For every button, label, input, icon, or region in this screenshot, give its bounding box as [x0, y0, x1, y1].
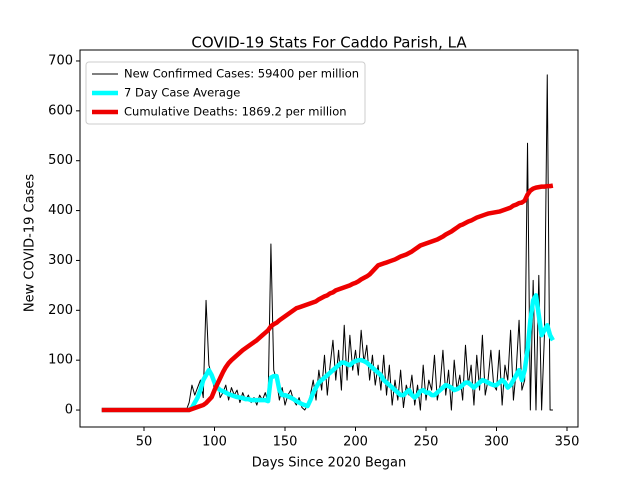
y-tick-label: 500 [48, 153, 73, 168]
y-tick-label: 600 [48, 103, 73, 118]
x-tick-label: 250 [414, 435, 439, 450]
y-tick-label: 300 [48, 253, 73, 268]
y-tick-label: 0 [65, 403, 73, 418]
x-tick-label: 200 [343, 435, 368, 450]
chart-title: COVID-19 Stats For Caddo Parish, LA [191, 34, 467, 52]
legend-label: Cumulative Deaths: 1869.2 per million [124, 105, 347, 119]
y-axis-label: New COVID-19 Cases [23, 174, 38, 312]
y-tick-label: 100 [48, 353, 73, 368]
y-tick-label: 200 [48, 303, 73, 318]
legend-label: New Confirmed Cases: 59400 per million [124, 67, 359, 81]
plot-frame [79, 49, 579, 428]
x-tick-label: 350 [555, 435, 580, 450]
y-tick-label: 700 [48, 53, 73, 68]
data-line [101, 183, 554, 413]
legend-label: 7 Day Case Average [124, 86, 240, 100]
x-tick-label: 50 [136, 435, 153, 450]
data-line [101, 74, 553, 411]
x-axis-label: Days Since 2020 Began [252, 456, 407, 471]
x-tick-label: 300 [484, 435, 509, 450]
data-line [101, 293, 555, 413]
y-tick-label: 400 [48, 203, 73, 218]
x-tick-label: 100 [202, 435, 227, 450]
x-tick-label: 150 [273, 435, 298, 450]
legend-box [85, 61, 366, 125]
